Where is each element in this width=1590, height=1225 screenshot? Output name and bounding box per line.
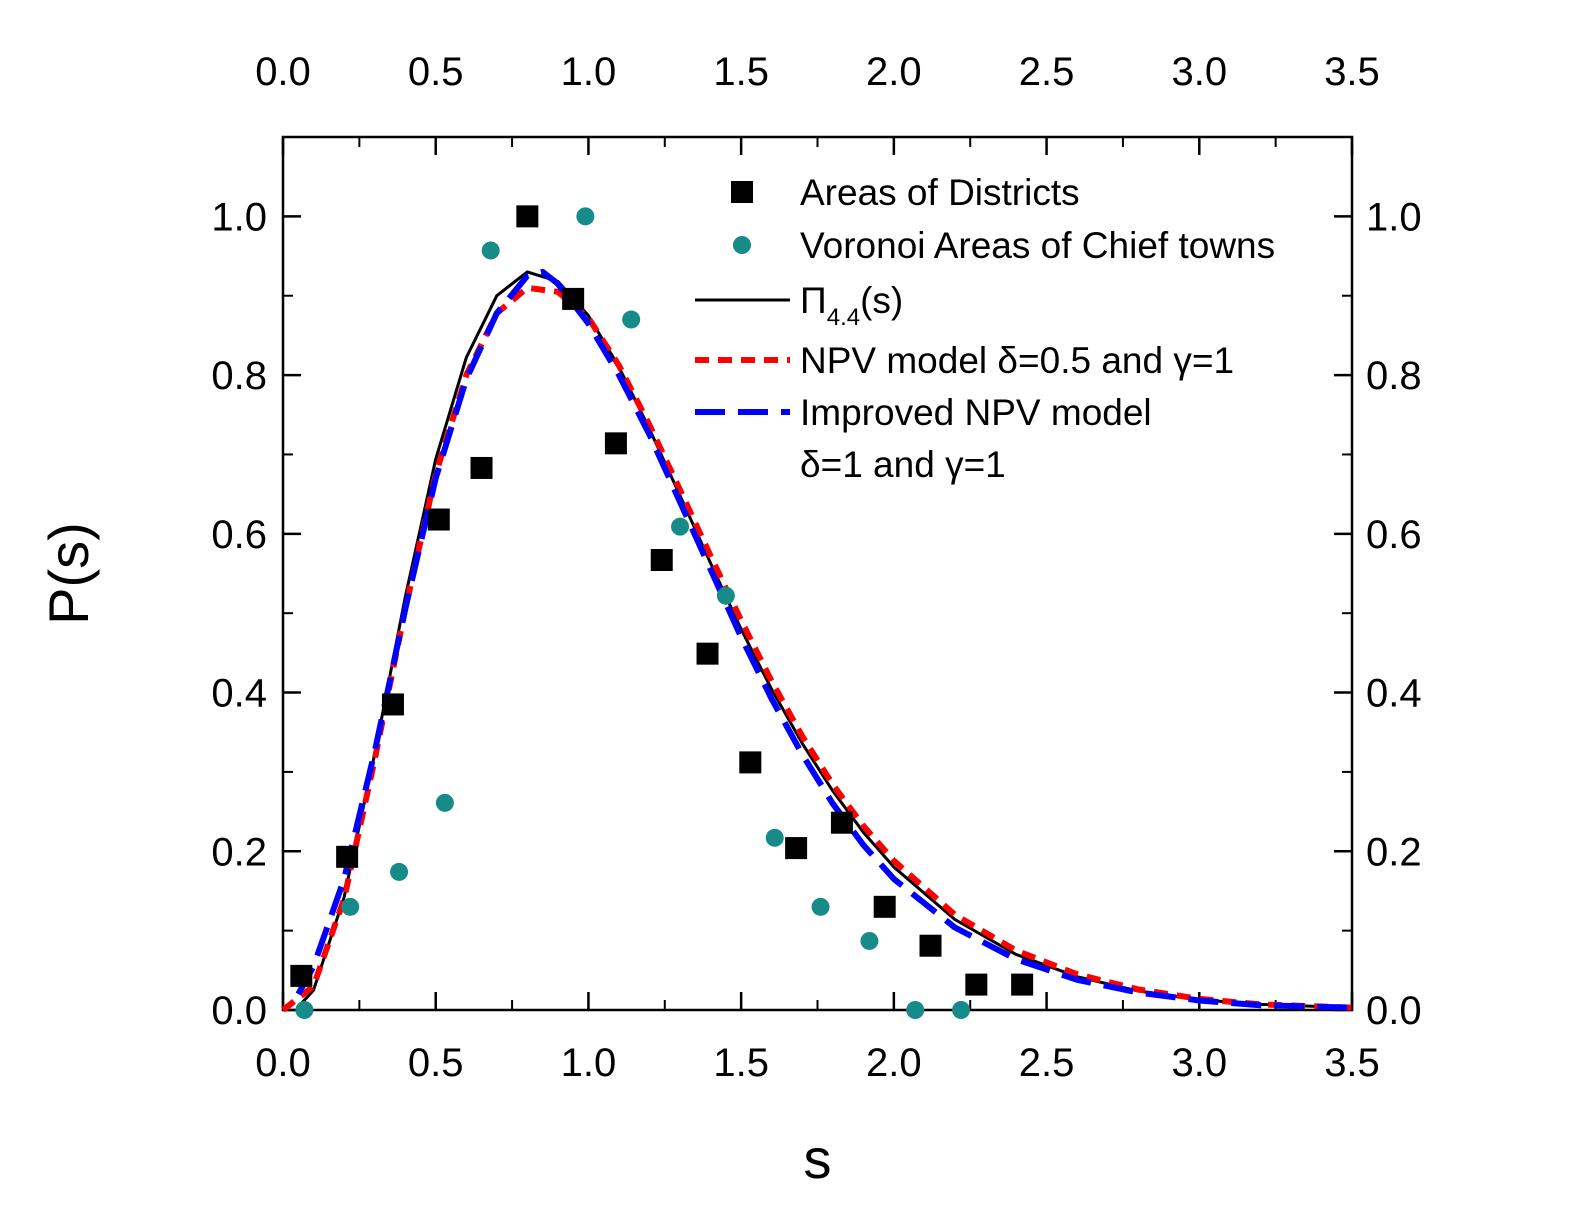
legend-label: Voronoi Areas of Chief towns bbox=[800, 225, 1275, 266]
data-point-circle bbox=[341, 897, 360, 916]
series-line bbox=[295, 268, 1353, 1011]
legend-label: Improved NPV model bbox=[800, 392, 1152, 433]
data-point-square bbox=[873, 895, 896, 918]
series-line bbox=[281, 284, 1353, 1013]
y-tick-label-right: 0.0 bbox=[1366, 989, 1422, 1033]
x-tick-label-top: 1.0 bbox=[561, 50, 617, 94]
legend-label-suffix: (s) bbox=[860, 280, 903, 321]
data-point-circle bbox=[576, 207, 595, 226]
data-point-square bbox=[1011, 973, 1034, 996]
y-tick-label-left: 1.0 bbox=[211, 195, 267, 239]
y-tick-label-left: 0.8 bbox=[211, 354, 267, 398]
legend-symbol-circle bbox=[733, 236, 751, 254]
y-tick-label-right: 0.8 bbox=[1366, 354, 1422, 398]
data-point-circle bbox=[811, 897, 830, 916]
data-point-square bbox=[604, 432, 627, 455]
data-point-square bbox=[427, 508, 450, 531]
x-tick-label-bottom: 3.5 bbox=[1324, 1041, 1380, 1085]
x-axis-title: s bbox=[804, 1127, 832, 1190]
data-point-square bbox=[470, 456, 493, 479]
x-tick-label-bottom: 0.0 bbox=[255, 1041, 311, 1085]
y-tick-label-left: 0.2 bbox=[211, 830, 267, 874]
x-tick-label-bottom: 0.5 bbox=[408, 1041, 464, 1085]
data-point-square bbox=[516, 205, 539, 228]
plot-frame bbox=[281, 135, 1354, 1012]
data-point-square bbox=[381, 693, 404, 716]
x-tick-label-top: 0.5 bbox=[408, 50, 464, 94]
data-point-square bbox=[696, 642, 719, 665]
legend: Areas of Districts Voronoi Areas of Chief… bbox=[695, 172, 1275, 485]
x-tick-label-top: 2.5 bbox=[1019, 50, 1075, 94]
x-tick-label-bottom: 1.0 bbox=[561, 1041, 617, 1085]
data-point-square bbox=[650, 549, 673, 572]
x-tick-label-bottom: 1.5 bbox=[713, 1041, 769, 1085]
y-tick-label-right: 0.6 bbox=[1366, 513, 1422, 557]
legend-label: Areas of Districts bbox=[800, 172, 1080, 213]
data-point-square bbox=[785, 837, 808, 860]
x-tick-label-bottom: 2.0 bbox=[866, 1041, 922, 1085]
y-axis-title: P(s) bbox=[37, 522, 100, 625]
series-layer bbox=[281, 205, 1353, 1019]
x-tick-label-bottom: 3.0 bbox=[1171, 1041, 1227, 1085]
data-point-square bbox=[919, 934, 942, 957]
legend-label: NPV model δ=0.5 and γ=1 bbox=[800, 340, 1234, 381]
data-point-circle bbox=[295, 1001, 314, 1019]
data-point-square bbox=[739, 751, 762, 774]
data-point-circle bbox=[765, 828, 784, 847]
x-tick-label-top: 3.5 bbox=[1324, 50, 1380, 94]
data-point-square bbox=[290, 964, 313, 987]
series-line bbox=[297, 270, 1353, 1010]
y-tick-label-left: 0.0 bbox=[211, 989, 267, 1033]
y-tick-label-right: 0.2 bbox=[1366, 830, 1422, 874]
x-tick-label-top: 0.0 bbox=[255, 50, 311, 94]
x-tick-label-top: 1.5 bbox=[713, 50, 769, 94]
x-tick-label-top: 3.0 bbox=[1171, 50, 1227, 94]
legend-label: Π4.4(s) bbox=[800, 280, 903, 331]
data-point-square bbox=[336, 845, 359, 868]
axis-ticks: 0.0 0.0 0.5 0.5 1.0 1.0 1.5 1.5 2.0 2.0 2.5 2.5 3.0 3… bbox=[211, 50, 1421, 1085]
y-tick-label-left: 0.4 bbox=[211, 672, 267, 716]
data-point-circle bbox=[952, 1001, 971, 1019]
data-point-circle bbox=[435, 793, 454, 812]
legend-label-subscript: 4.4 bbox=[827, 304, 860, 331]
legend-label-line2: δ=1 and γ=1 bbox=[800, 444, 1006, 485]
data-point-square bbox=[562, 287, 585, 310]
y-tick-label-right: 1.0 bbox=[1366, 195, 1422, 239]
x-tick-label-bottom: 2.5 bbox=[1019, 1041, 1075, 1085]
data-point-circle bbox=[860, 931, 879, 950]
y-tick-label-left: 0.6 bbox=[211, 513, 267, 557]
y-tick-label-right: 0.4 bbox=[1366, 672, 1422, 716]
legend-symbol-square bbox=[731, 181, 753, 203]
data-point-square bbox=[965, 973, 988, 996]
data-point-square bbox=[830, 811, 853, 834]
plot-border bbox=[281, 135, 1354, 1012]
data-point-circle bbox=[481, 241, 500, 260]
legend-label-main: Π bbox=[800, 280, 827, 321]
data-point-circle bbox=[622, 310, 641, 329]
x-tick-label-top: 2.0 bbox=[866, 50, 922, 94]
data-point-circle bbox=[671, 517, 690, 536]
data-point-circle bbox=[390, 862, 409, 881]
data-point-circle bbox=[716, 586, 735, 605]
data-point-circle bbox=[906, 1001, 925, 1019]
